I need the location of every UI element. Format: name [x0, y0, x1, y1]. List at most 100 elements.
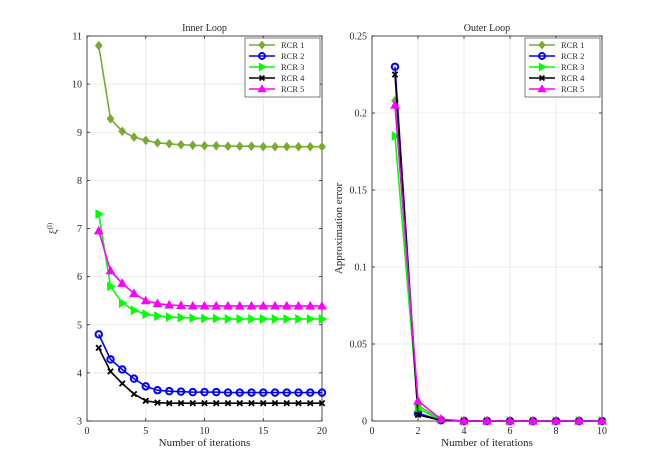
data-point	[247, 141, 256, 152]
data-point	[199, 300, 210, 310]
x-tick-label: 0	[370, 426, 375, 437]
data-point	[94, 40, 103, 51]
data-point	[118, 365, 127, 374]
y-tick-label: 0	[362, 417, 367, 428]
x-tick-label: 20	[317, 426, 327, 437]
legend-item: RCR 4	[529, 73, 585, 83]
series-rcr-2	[94, 330, 327, 397]
data-point	[118, 380, 126, 387]
data-point	[318, 399, 326, 407]
data-point	[295, 399, 302, 407]
x-tick-label: 8	[554, 426, 559, 437]
data-point	[201, 313, 210, 324]
data-point	[391, 71, 399, 78]
x-tick-label: 6	[508, 426, 513, 437]
data-point	[152, 298, 163, 308]
data-point	[236, 399, 244, 407]
legend-marker	[258, 74, 266, 82]
data-point	[391, 131, 401, 142]
legend-label: RCR 1	[561, 40, 584, 50]
data-point	[246, 300, 257, 310]
data-point	[281, 300, 292, 310]
data-point	[189, 313, 198, 323]
data-point	[574, 415, 584, 425]
x-tick-label: 4	[462, 426, 467, 437]
x-tick-label: 0	[85, 426, 90, 437]
data-point	[282, 141, 291, 152]
y-tick-label: 4	[77, 368, 82, 379]
data-point	[188, 387, 197, 397]
data-point	[259, 314, 269, 324]
data-point	[414, 411, 422, 419]
x-tick-label: 2	[416, 426, 421, 437]
data-point	[95, 344, 103, 352]
series-line	[394, 66, 602, 422]
data-point	[142, 309, 151, 320]
series-rcr-4	[95, 344, 326, 407]
series-rcr-3	[391, 131, 608, 426]
y-tick-label: 0.15	[350, 186, 368, 197]
data-point	[106, 113, 115, 124]
y-axis-label: ξ(l)	[46, 222, 60, 234]
data-point	[258, 300, 269, 310]
data-point	[505, 415, 515, 425]
data-point	[201, 399, 208, 407]
series-line	[394, 100, 602, 422]
data-point	[200, 387, 209, 397]
data-point	[93, 225, 104, 235]
data-point	[282, 388, 291, 397]
data-point	[551, 415, 561, 425]
data-point	[212, 140, 221, 151]
legend-marker	[538, 74, 546, 82]
legend-label: RCR 2	[281, 51, 304, 61]
data-point	[283, 399, 291, 407]
data-point	[165, 138, 174, 149]
data-point	[118, 298, 128, 309]
data-point	[140, 295, 151, 305]
series-rcr-1	[391, 95, 606, 426]
data-point	[165, 386, 174, 396]
legend-marker	[538, 40, 546, 50]
data-point	[235, 141, 244, 152]
y-axis-label-symbol: ξ	[48, 229, 60, 234]
legend-label: RCR 4	[561, 73, 585, 83]
data-point	[306, 314, 316, 324]
legend-marker	[537, 84, 547, 93]
data-point	[106, 355, 115, 364]
data-point	[212, 387, 221, 397]
legend-marker	[258, 40, 266, 50]
data-point	[236, 314, 245, 324]
data-point	[189, 399, 197, 407]
data-point	[212, 313, 222, 324]
y-tick-label: 0.25	[350, 32, 368, 43]
y-axis-label-superscript: (l)	[46, 222, 54, 229]
legend-label: RCR 2	[561, 51, 584, 61]
y-tick-label: 5	[77, 320, 82, 331]
data-point	[176, 387, 186, 396]
data-point	[200, 140, 209, 151]
series-line	[98, 334, 322, 394]
data-point	[317, 388, 327, 397]
x-tick-label: 10	[597, 426, 607, 437]
y-tick-label: 9	[77, 128, 82, 139]
x-tick-label: 5	[143, 426, 148, 437]
data-point	[141, 135, 150, 146]
legend-marker	[538, 62, 547, 72]
data-point	[154, 311, 163, 322]
data-point	[142, 397, 150, 405]
data-point	[211, 300, 222, 310]
data-point	[390, 100, 400, 109]
ticks: 0 5 10 15 20 3 4 5 6 7 8 9 10 11	[72, 32, 327, 438]
data-point	[177, 139, 185, 150]
data-point	[270, 300, 280, 310]
data-point	[597, 415, 607, 425]
data-point	[154, 399, 161, 407]
data-point	[247, 388, 256, 397]
series-line	[394, 74, 602, 422]
series-line	[394, 105, 602, 422]
data-point	[107, 281, 116, 292]
legend-item: RCR 3	[249, 62, 304, 72]
data-point	[271, 141, 279, 152]
